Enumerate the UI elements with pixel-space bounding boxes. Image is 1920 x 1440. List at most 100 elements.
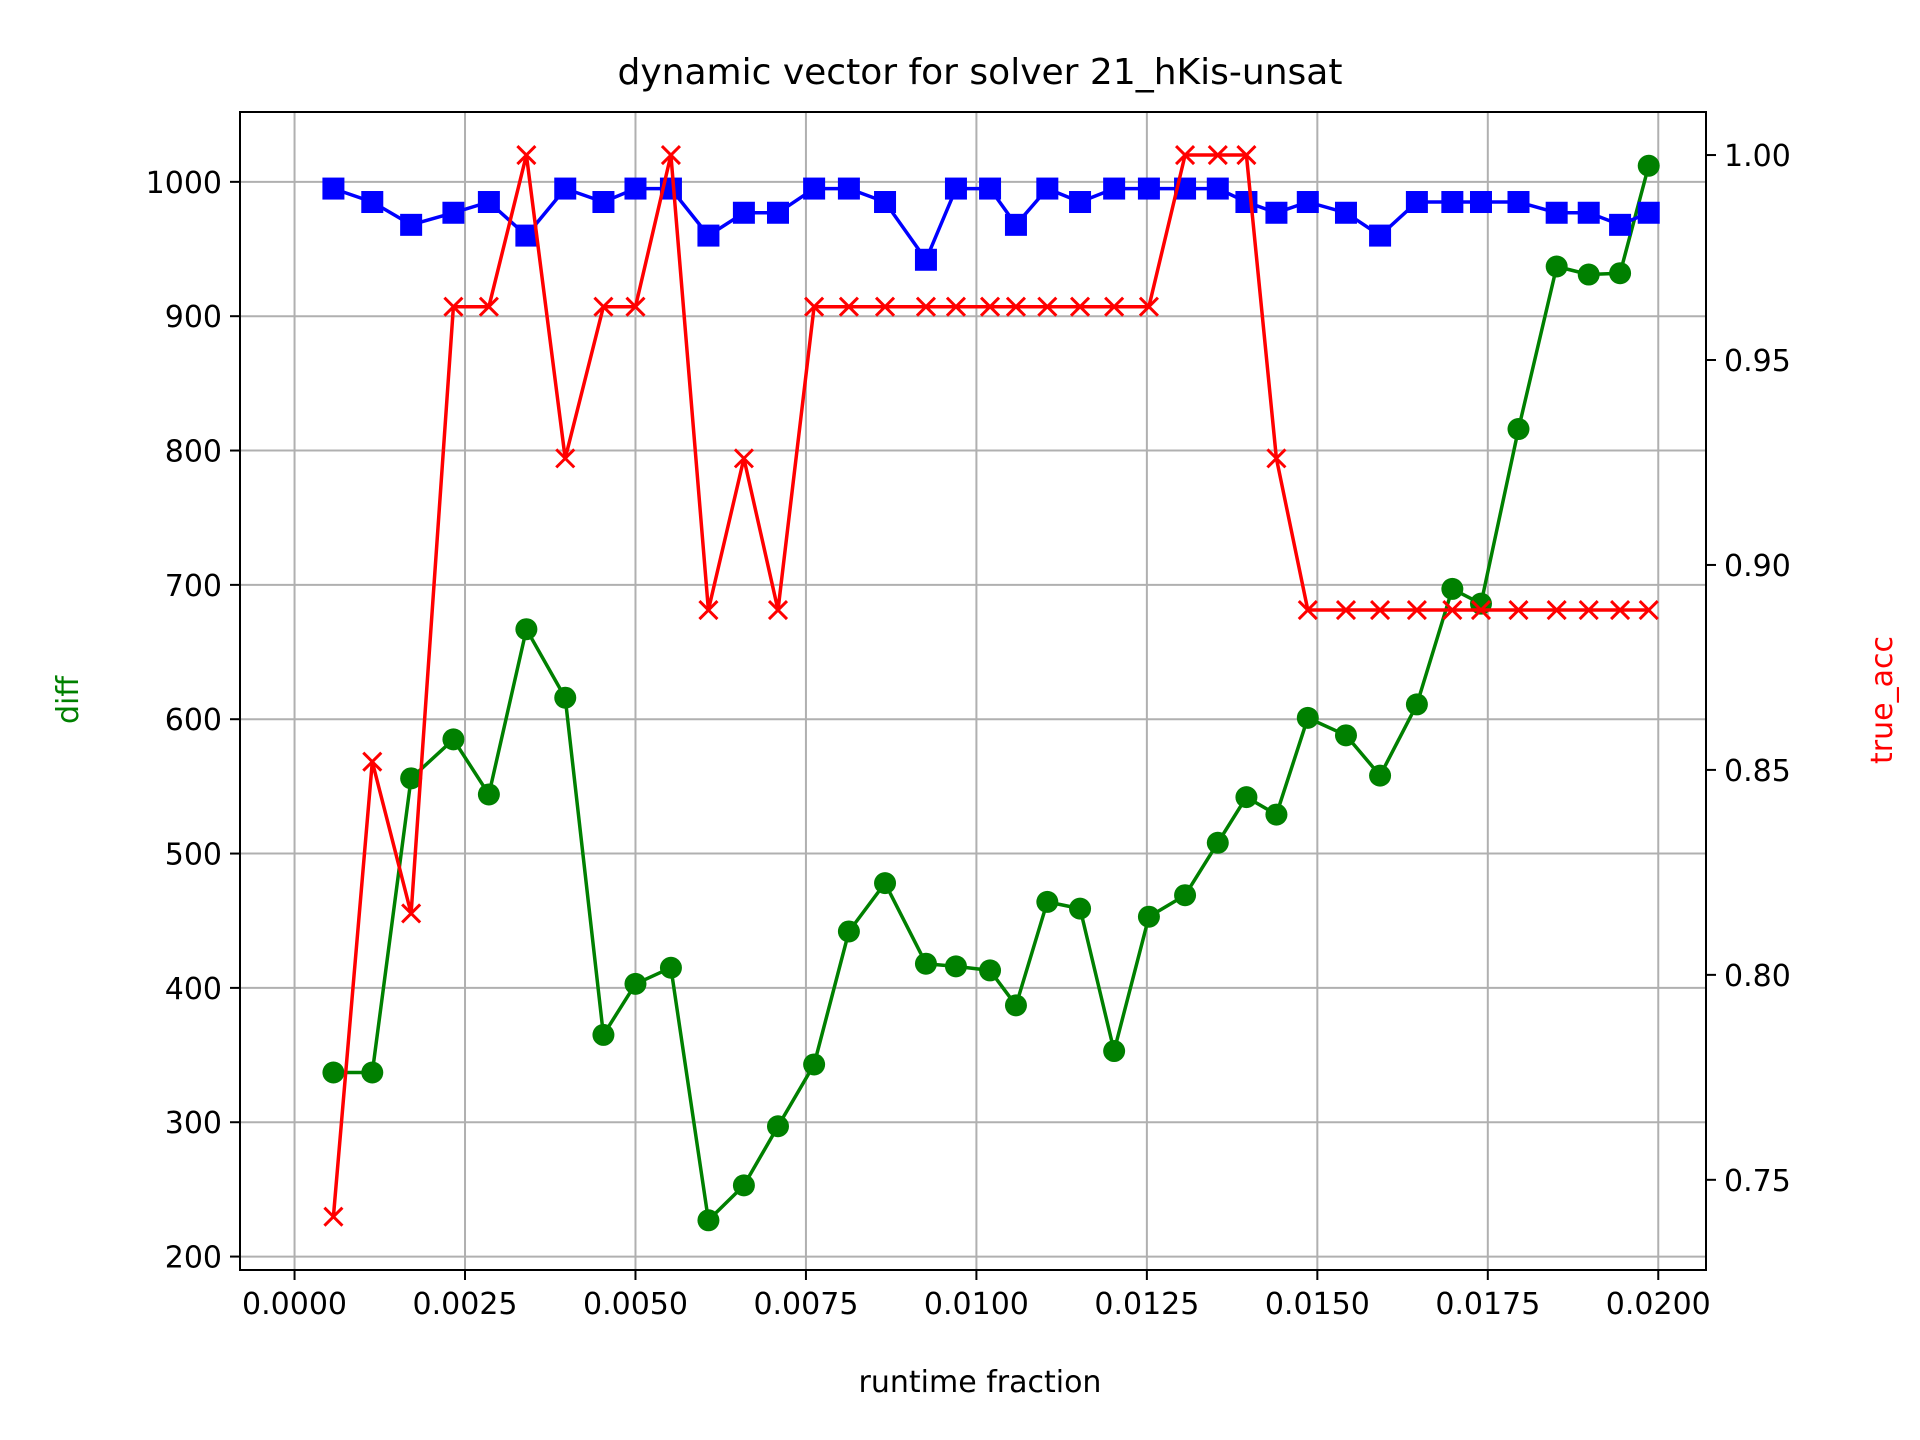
data-point [1235,786,1258,809]
data-point [323,1206,344,1227]
data-point [660,144,681,166]
data-point [554,686,577,709]
y-tick-label: 900 [165,300,222,335]
data-point [1334,724,1357,747]
plot-frame [239,111,1707,1271]
data-point [1069,897,1092,920]
data-point [697,1209,720,1232]
data-point [361,191,384,214]
data-point [1206,177,1229,200]
y-right-tick-label: 0.95 [1724,344,1791,379]
data-point [1405,191,1428,214]
data-point [1036,890,1059,913]
x-tick-label: 0.0175 [1435,1287,1540,1322]
data-point [914,952,937,975]
data-point [915,296,937,317]
data-point [1405,693,1428,716]
data-point [593,296,614,317]
data-point [1005,296,1027,317]
data-point [361,1061,384,1084]
data-point [1578,599,1599,621]
data-point [1508,599,1529,621]
data-point [1296,191,1319,214]
y-axis-right: 0.75 0.80 0.85 0.90 0.95 1.00 [1706,139,1791,1199]
data-point [1469,191,1492,214]
x-tick-label: 0.0050 [583,1287,688,1322]
data-point [1370,599,1391,621]
data-point [766,201,789,224]
data-point [625,296,646,317]
data-point [1637,201,1660,224]
data-point [1470,599,1492,621]
data-point [1545,255,1568,278]
data-point [592,1023,615,1046]
data-point [979,177,1002,200]
y-axis-left: 200 300 400 500 600 700 800 900 1000 [146,166,240,1276]
data-point [874,872,897,895]
data-point [1546,599,1567,621]
x-axis: 0.0000 0.0025 0.0050 0.0075 0.0100 0.0125 0.01… [242,1270,1711,1322]
series-layer [322,144,1660,1232]
data-point [516,144,537,166]
data-point [1137,905,1160,928]
data-point [515,618,538,641]
y-right-tick-label: 0.85 [1724,754,1791,789]
data-point [1266,448,1287,469]
data-point [1296,706,1319,729]
data-point [1441,577,1464,600]
data-point [837,177,860,200]
data-point [1069,191,1092,214]
y-right-tick-label: 0.75 [1724,1164,1791,1199]
data-point [767,599,789,621]
data-point [979,959,1002,982]
data-point [697,224,720,247]
data-point [945,296,967,317]
y-tick-label: 500 [165,838,222,873]
data-point [1610,599,1631,621]
y-tick-label: 200 [165,1241,222,1276]
data-point [1441,191,1464,214]
data-point [838,296,859,317]
data-point [1104,296,1125,317]
data-point [1609,262,1632,285]
data-point [1545,201,1568,224]
data-point [914,248,937,271]
y-axis-label-right: true_acc [1865,636,1900,764]
data-point [1236,144,1257,166]
data-point [1638,599,1659,621]
data-point [442,201,465,224]
data-point [1137,177,1160,200]
data-point [1406,599,1427,621]
data-point [766,1115,789,1138]
x-tick-label: 0.0200 [1606,1287,1711,1322]
y-tick-label: 800 [165,435,222,470]
data-point [1036,177,1059,200]
x-tick-label: 0.0125 [1094,1287,1199,1322]
data-point [322,177,345,200]
data-point [659,956,682,979]
data-point [1577,263,1600,286]
data-point [1138,296,1159,317]
data-point [1037,296,1058,317]
data-point [1335,599,1357,621]
data-point [1103,177,1126,200]
data-point [732,1174,755,1197]
data-point [443,296,464,317]
data-point [555,448,576,469]
data-point [874,296,896,317]
data-point [1334,201,1357,224]
data-point [1174,144,1196,166]
series-1 [322,177,1660,271]
data-point [732,201,755,224]
y-tick-label: 300 [165,1106,222,1141]
data-point [1637,154,1660,177]
data-point [979,296,1001,317]
data-point [804,296,825,317]
data-point [1265,201,1288,224]
data-point [400,213,423,236]
data-point [322,1061,345,1084]
data-point [362,751,383,772]
data-point [1369,224,1392,247]
data-point [401,903,422,924]
